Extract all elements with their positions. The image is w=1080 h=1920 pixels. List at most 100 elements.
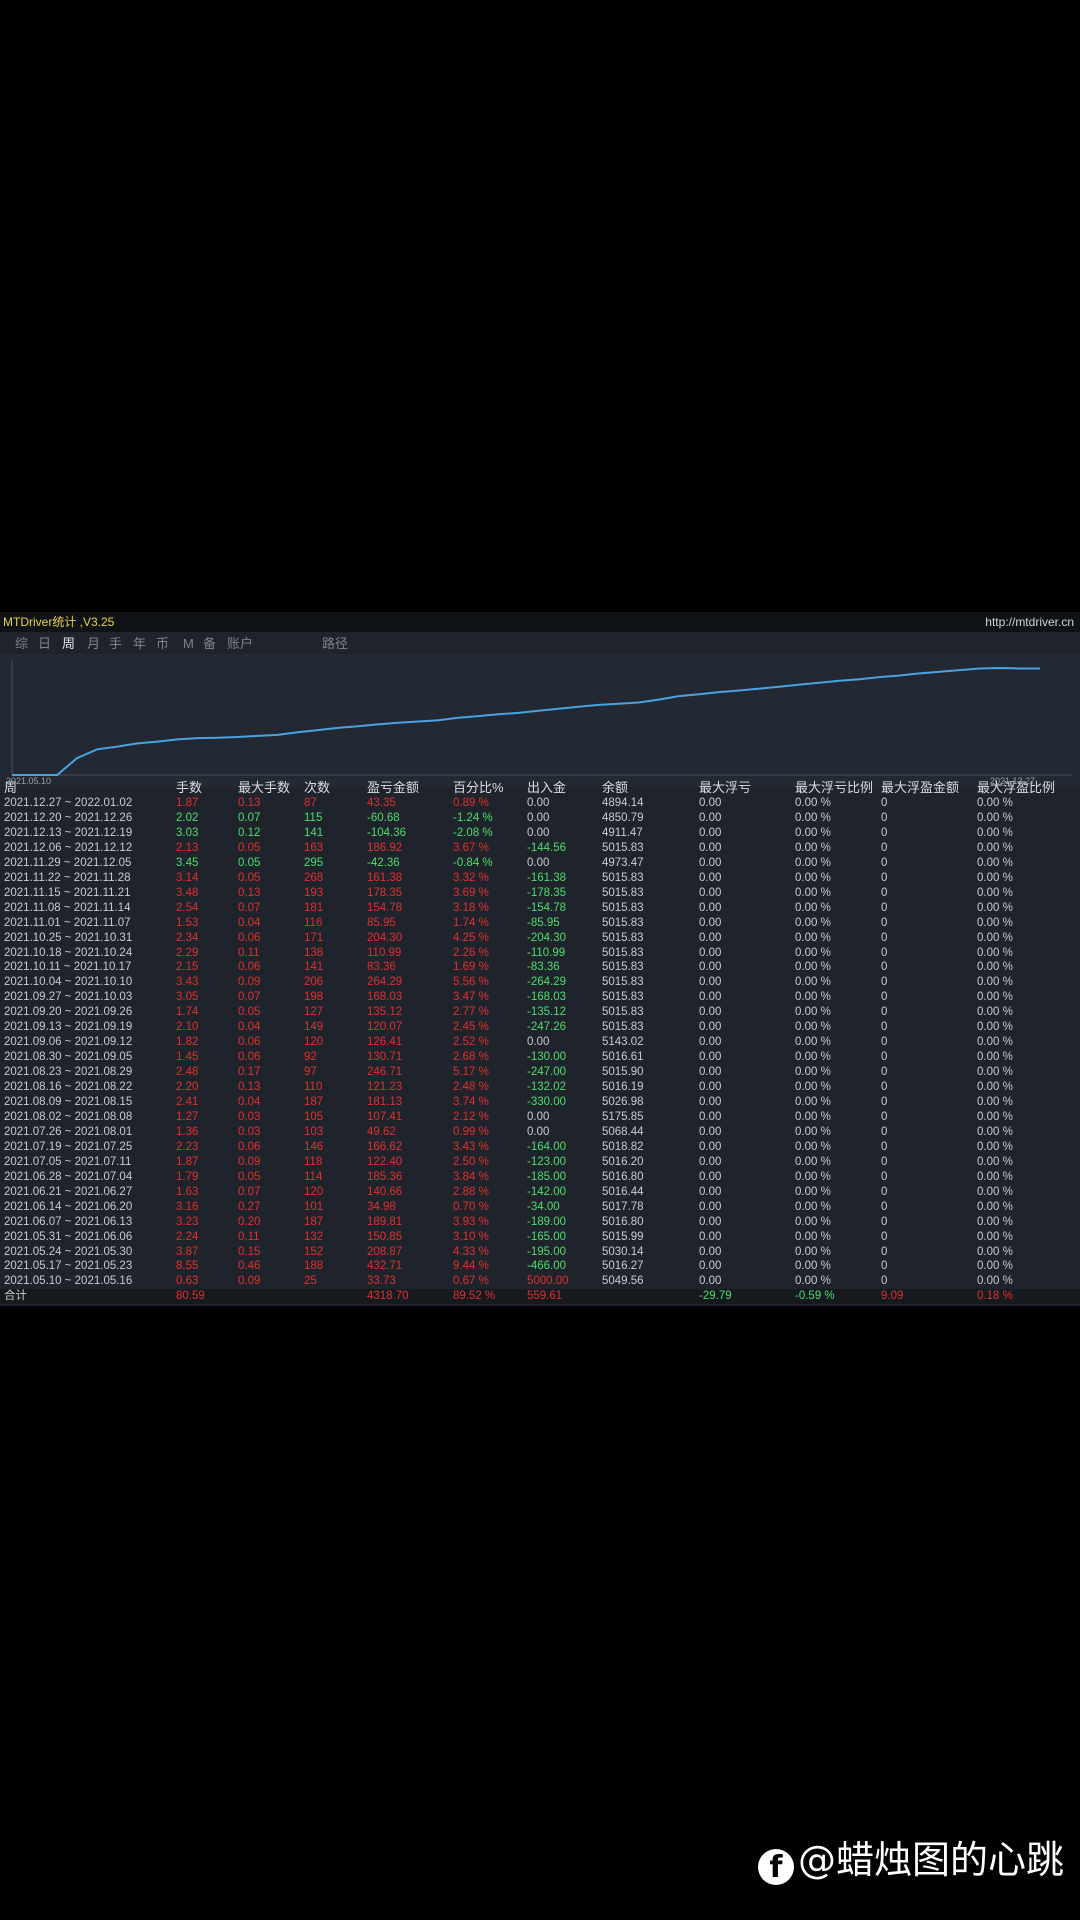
table-cell: -83.36 <box>527 961 560 974</box>
table-cell: 0.06 <box>238 931 261 944</box>
table-row[interactable]: 2021.06.21 ~ 2021.06.27 1.63 0.07 120 140.66… <box>0 1185 1080 1200</box>
table-cell: 0 <box>881 1155 888 1168</box>
mtdriver-stats-window: MTDriver统计 ,V3.25 http://mtdriver.cn 综日周… <box>0 612 1080 1306</box>
table-row[interactable]: 2021.12.20 ~ 2021.12.26 2.02 0.07 115 -60.68… <box>0 811 1080 826</box>
table-row[interactable]: 2021.07.05 ~ 2021.07.11 1.87 0.09 118 122.40… <box>0 1155 1080 1170</box>
column-header[interactable]: 百分比% <box>453 780 504 795</box>
tab-8[interactable]: 备 <box>203 636 217 651</box>
table-cell: 1.79 <box>176 1170 199 1183</box>
column-header[interactable]: 余额 <box>602 780 629 795</box>
tab-6[interactable]: 币 <box>156 636 170 651</box>
table-cell: 0.00 <box>699 1051 722 1064</box>
table-cell: 83.36 <box>367 961 396 974</box>
table-cell: 149 <box>304 1021 324 1034</box>
table-row[interactable]: 2021.05.24 ~ 2021.05.30 3.87 0.15 152 208.87… <box>0 1245 1080 1260</box>
table-cell: 101 <box>304 1200 324 1213</box>
table-row[interactable]: 2021.08.02 ~ 2021.08.08 1.27 0.03 105 107.41… <box>0 1110 1080 1125</box>
tab-0[interactable]: 综 <box>15 636 29 651</box>
table-cell: 0 <box>881 916 888 929</box>
table-row[interactable]: 2021.11.08 ~ 2021.11.14 2.54 0.07 181 154.78… <box>0 901 1080 916</box>
table-cell: 2.50 % <box>453 1155 489 1168</box>
table-row[interactable]: 2021.10.18 ~ 2021.10.24 2.29 0.11 138 110.99… <box>0 946 1080 961</box>
app-url-link[interactable]: http://mtdriver.cn <box>985 615 1074 629</box>
tab-7[interactable]: M <box>183 636 194 651</box>
table-row[interactable]: 2021.12.06 ~ 2021.12.12 2.13 0.05 163 186.92… <box>0 841 1080 856</box>
table-row[interactable]: 2021.07.19 ~ 2021.07.25 2.23 0.06 146 166.62… <box>0 1140 1080 1155</box>
column-header[interactable]: 周 <box>4 780 18 795</box>
table-row[interactable]: 2021.08.09 ~ 2021.08.15 2.41 0.04 187 181.13… <box>0 1095 1080 1110</box>
table-cell: 3.43 <box>176 976 199 989</box>
table-cell: 0.09 <box>238 1155 261 1168</box>
table-cell: 1.27 <box>176 1110 199 1123</box>
table-cell: 186.92 <box>367 841 403 854</box>
table-cell: 3.69 % <box>453 886 489 899</box>
table-cell: 3.67 % <box>453 841 489 854</box>
column-header[interactable]: 最大手数 <box>238 780 291 795</box>
table-cell: 3.14 <box>176 871 199 884</box>
total-cell: 89.52 % <box>453 1290 496 1303</box>
column-header[interactable]: 最大浮亏比例 <box>795 780 874 795</box>
table-row[interactable]: 2021.09.06 ~ 2021.09.12 1.82 0.06 120 126.41… <box>0 1035 1080 1050</box>
table-row[interactable]: 2021.09.27 ~ 2021.10.03 3.05 0.07 198 168.03… <box>0 990 1080 1005</box>
table-cell: 0.89 % <box>453 797 489 809</box>
table-cell: 0.06 <box>238 1051 261 1064</box>
table-cell: 5016.44 <box>602 1185 644 1198</box>
table-row[interactable]: 2021.10.11 ~ 2021.10.17 2.15 0.06 141 83.36 1… <box>0 960 1080 975</box>
table-row[interactable]: 2021.07.26 ~ 2021.08.01 1.36 0.03 103 49.62 0… <box>0 1125 1080 1140</box>
table-row[interactable]: 2021.05.17 ~ 2021.05.23 8.55 0.46 188 432.71… <box>0 1259 1080 1274</box>
table-cell: 0.07 <box>238 811 261 824</box>
table-cell: 0.00 % <box>977 841 1013 854</box>
table-row[interactable]: 2021.05.10 ~ 2021.05.16 0.63 0.09 25 33.73 0.… <box>0 1274 1080 1289</box>
table-cell: 2.52 % <box>453 1036 489 1049</box>
column-header[interactable]: 手数 <box>176 780 203 795</box>
column-header[interactable]: 出入金 <box>527 780 567 795</box>
table-cell: 141 <box>304 961 324 974</box>
table-row[interactable]: 2021.11.01 ~ 2021.11.07 1.53 0.04 116 85.95 1… <box>0 916 1080 931</box>
table-cell: 0.27 <box>238 1200 261 1213</box>
tab-3[interactable]: 月 <box>87 636 101 651</box>
table-cell: 2.34 <box>176 931 199 944</box>
table-cell: 198 <box>304 991 324 1004</box>
table-cell: -247.00 <box>527 1066 567 1079</box>
column-header[interactable]: 最大浮亏 <box>699 780 752 795</box>
table-row[interactable]: 2021.10.04 ~ 2021.10.10 3.43 0.09 206 264.29… <box>0 975 1080 990</box>
tab-5[interactable]: 年 <box>133 636 147 651</box>
table-row[interactable]: 2021.11.29 ~ 2021.12.05 3.45 0.05 295 -42.36… <box>0 856 1080 871</box>
table-cell: 168.03 <box>367 991 403 1004</box>
table-cell: 0.00 % <box>795 1200 831 1213</box>
table-cell: 0.00 % <box>795 1051 831 1064</box>
tab-10[interactable]: 路径 <box>322 636 349 651</box>
table-row[interactable]: 2021.10.25 ~ 2021.10.31 2.34 0.06 171 204.30… <box>0 931 1080 946</box>
column-header[interactable]: 盈亏金额 <box>367 780 420 795</box>
table-cell: 181.13 <box>367 1096 403 1108</box>
table-row[interactable]: 2021.06.07 ~ 2021.06.13 3.23 0.20 187 189.81… <box>0 1215 1080 1230</box>
app-title: MTDriver统计 ,V3.25 <box>3 615 115 629</box>
table-cell: 2021.09.06 ~ 2021.09.12 <box>4 1036 133 1049</box>
table-row[interactable]: 2021.05.31 ~ 2021.06.06 2.24 0.11 132 150.85… <box>0 1230 1080 1245</box>
table-row[interactable]: 2021.08.23 ~ 2021.08.29 2.48 0.17 97 246.71 5… <box>0 1065 1080 1080</box>
table-cell: 0 <box>881 1096 888 1108</box>
table-row[interactable]: 2021.12.13 ~ 2021.12.19 3.03 0.12 141 -104.3… <box>0 826 1080 841</box>
table-row[interactable]: 2021.09.20 ~ 2021.09.26 1.74 0.05 127 135.12… <box>0 1005 1080 1020</box>
table-row[interactable]: 2021.09.13 ~ 2021.09.19 2.10 0.04 149 120.07… <box>0 1020 1080 1035</box>
tab-2[interactable]: 周 <box>62 636 76 651</box>
column-header[interactable]: 最大浮盈金额 <box>881 780 960 795</box>
column-header[interactable]: 次数 <box>304 780 331 795</box>
table-row[interactable]: 2021.11.15 ~ 2021.11.21 3.48 0.13 193 178.35… <box>0 886 1080 901</box>
table-cell: 0.00 % <box>795 1110 831 1123</box>
table-row[interactable]: 2021.08.16 ~ 2021.08.22 2.20 0.13 110 121.23… <box>0 1080 1080 1095</box>
table-cell: 0.00 % <box>795 826 831 839</box>
tab-4[interactable]: 手 <box>109 636 123 651</box>
table-row[interactable]: 2021.06.14 ~ 2021.06.20 3.16 0.27 101 34.98 0… <box>0 1200 1080 1215</box>
table-cell: 1.69 % <box>453 961 489 974</box>
table-row[interactable]: 2021.12.27 ~ 2022.01.02 1.87 0.13 87 43.35 0.… <box>0 796 1080 811</box>
table-cell: 0.13 <box>238 797 261 809</box>
table-row[interactable]: 2021.06.28 ~ 2021.07.04 1.79 0.05 114 185.36… <box>0 1170 1080 1185</box>
tab-1[interactable]: 日 <box>38 636 52 651</box>
column-header[interactable]: 最大浮盈比例 <box>977 780 1056 795</box>
tab-9[interactable]: 账户 <box>227 636 254 651</box>
table-row[interactable]: 2021.11.22 ~ 2021.11.28 3.14 0.05 268 161.38… <box>0 871 1080 886</box>
table-row[interactable]: 2021.08.30 ~ 2021.09.05 1.45 0.06 92 130.71 2… <box>0 1050 1080 1065</box>
table-cell: 5.56 % <box>453 976 489 989</box>
table-cell: 107.41 <box>367 1110 403 1123</box>
